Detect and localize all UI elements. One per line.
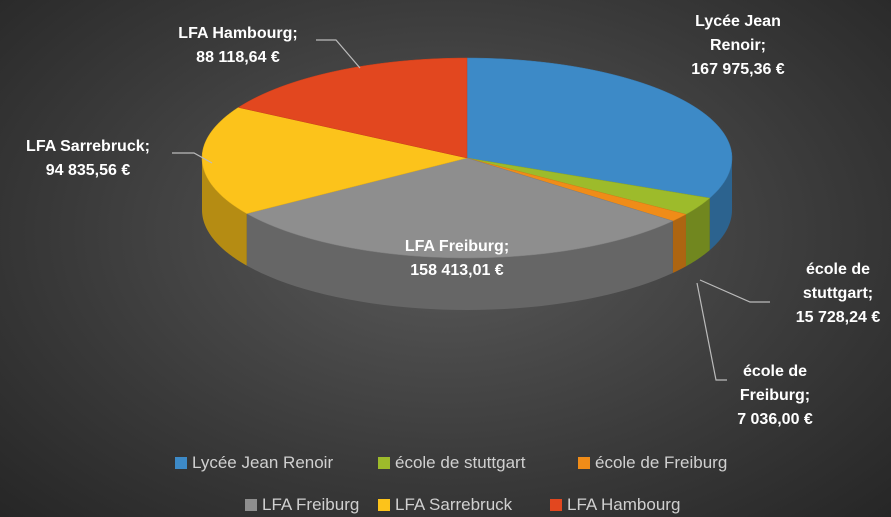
slice-side [246,213,673,310]
leader-lines [172,39,770,381]
data-label: LFA Hambourg; 88 118,64 € [143,22,333,70]
label-category: école de Freiburg [739,363,808,404]
legend-item: école de Freiburg [578,453,727,473]
data-label: Lycée Jean Renoir; 167 975,36 € [673,10,803,82]
leader-line [696,282,727,381]
label-value: 15 728,24 € [795,309,881,326]
label-category: école de stuttgart [802,261,871,302]
legend-label: LFA Hambourg [567,495,681,514]
legend-label: école de Freiburg [595,453,728,472]
label-value: 7 036,00 € [737,411,813,428]
legend-swatch [378,499,390,511]
slice-side [672,214,686,273]
label-value: 88 118,64 € [196,49,280,66]
leader-line [316,39,361,69]
legend-label: LFA Freiburg [262,495,360,514]
slice [237,57,468,159]
legend-item: école de stuttgart [378,453,525,473]
label-category: LFA Freiburg [404,238,504,255]
legend-swatch [175,457,187,469]
data-label: LFA Sarrebruck; 94 835,56 € [0,135,183,183]
label-category: Lycée Jean Renoir [695,13,781,54]
label-separator: ; [144,138,150,155]
label-category: LFA Hambourg [178,25,293,42]
legend-swatch [550,499,562,511]
data-label: école de stuttgart; 15 728,24 € [783,258,891,330]
slice-side [685,198,710,267]
legend-label: LFA Sarrebruck [395,495,513,514]
slice [246,157,674,259]
slice [466,157,711,215]
label-value: 167 975,36 € [691,61,785,78]
label-value: 158 413,01 € [410,262,504,279]
legend-swatch [378,457,390,469]
data-label: LFA Freiburg; 158 413,01 € [357,235,557,283]
legend-label: école de stuttgart [395,453,526,472]
leader-line [699,279,770,303]
legend-item: LFA Freiburg [245,495,359,515]
legend-item: LFA Sarrebruck [378,495,512,515]
label-separator: ; [503,238,510,255]
slice [201,107,468,214]
label-value: 94 835,56 € [45,162,131,179]
slice-side [202,158,247,266]
slice-side [709,158,732,251]
label-separator: ; [760,37,766,54]
legend-label: Lycée Jean Renoir [192,453,334,472]
legend-item: LFA Hambourg [550,495,680,515]
label-separator: ; [867,285,874,302]
data-label: école de Freiburg; 7 036,00 € [720,360,830,432]
label-category: LFA Sarrebruck [26,138,145,155]
legend-swatch [578,457,590,469]
legend-item: Lycée Jean Renoir [175,453,333,473]
leader-line [172,152,213,164]
label-separator: ; [804,387,811,404]
slice [466,57,733,199]
legend-swatch [245,499,257,511]
label-separator: ; [292,25,298,42]
